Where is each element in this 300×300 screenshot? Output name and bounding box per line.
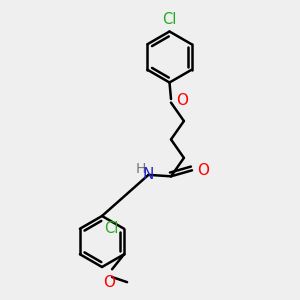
Text: O: O <box>197 163 209 178</box>
Text: N: N <box>143 167 154 182</box>
Text: O: O <box>103 275 115 290</box>
Text: Cl: Cl <box>162 12 177 27</box>
Text: H: H <box>136 162 146 176</box>
Text: O: O <box>176 93 188 108</box>
Text: Cl: Cl <box>104 221 119 236</box>
